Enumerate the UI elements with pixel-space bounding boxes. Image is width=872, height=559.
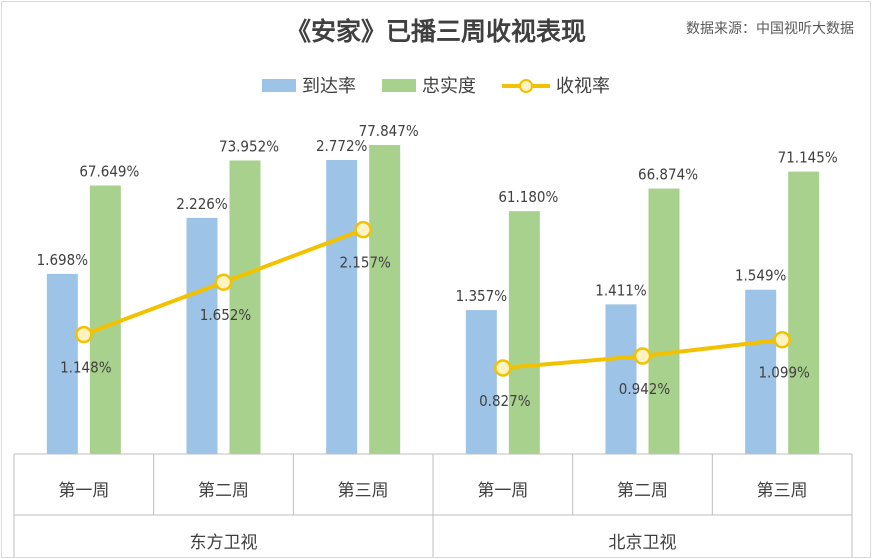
x-group-label: 东方卫视	[190, 533, 258, 553]
legend: 到达率 忠实度 收视率	[0, 72, 872, 98]
legend-label-reach: 到达率	[302, 76, 356, 97]
legend-swatch-rating	[502, 78, 550, 93]
data-label-reach: 1.357%	[456, 287, 508, 305]
bar-reach	[465, 310, 497, 454]
data-label-rating: 2.157%	[339, 254, 391, 272]
data-label-rating: 1.099%	[758, 364, 810, 382]
data-label-loyalty: 77.847%	[359, 122, 419, 140]
x-tick-label: 第二周	[617, 481, 668, 501]
data-label-loyalty: 67.649%	[79, 162, 139, 180]
x-tick-label: 第三周	[757, 481, 808, 501]
x-tick-label: 第三周	[338, 481, 389, 501]
legend-label-loyalty: 忠实度	[422, 76, 476, 97]
chart-title: 《安家》已播三周收视表现	[285, 17, 586, 46]
data-label-loyalty: 66.874%	[638, 166, 698, 184]
bar-reach	[46, 273, 78, 454]
bar-loyalty	[788, 171, 820, 454]
data-source-note: 数据来源：中国视听大数据	[686, 21, 854, 37]
rating-point	[75, 325, 93, 344]
legend-swatch-loyalty	[382, 78, 416, 92]
data-label-reach: 1.549%	[735, 267, 787, 285]
x-group-label: 北京卫视	[609, 533, 677, 553]
data-label-reach: 1.411%	[595, 281, 647, 299]
data-label-reach: 1.698%	[37, 251, 89, 269]
rating-point	[773, 330, 791, 349]
legend-item-rating: 收视率	[502, 72, 610, 98]
rating-point	[354, 220, 372, 239]
data-label-rating: 0.942%	[619, 380, 671, 398]
legend-swatch-reach	[262, 78, 296, 92]
data-label-rating: 1.652%	[200, 306, 252, 324]
bar-loyalty	[648, 188, 680, 454]
rating-point	[494, 359, 512, 377]
data-label-loyalty: 73.952%	[219, 137, 279, 155]
bar-reach	[745, 289, 777, 454]
bar-loyalty	[369, 145, 401, 454]
data-label-loyalty: 61.180%	[498, 188, 558, 206]
x-tick-label: 第二周	[198, 481, 249, 501]
rating-point	[214, 273, 233, 291]
legend-item-reach: 到达率	[262, 72, 356, 98]
legend-item-loyalty: 忠实度	[382, 72, 476, 98]
data-label-reach: 2.226%	[176, 195, 228, 213]
data-label-rating: 1.148%	[60, 359, 112, 377]
x-tick-label: 第一周	[58, 481, 109, 501]
bar-reach	[326, 160, 358, 454]
x-tick-label: 第一周	[477, 481, 528, 501]
bar-loyalty	[508, 211, 540, 454]
bar-loyalty	[229, 160, 261, 455]
data-label-reach: 2.772%	[316, 137, 368, 155]
bar-reach	[605, 304, 637, 454]
data-label-rating: 0.827%	[479, 392, 531, 410]
legend-label-rating: 收视率	[556, 76, 610, 97]
data-label-loyalty: 71.145%	[778, 149, 838, 167]
bar-reach	[186, 217, 218, 454]
bar-loyalty	[89, 185, 121, 454]
rating-point	[633, 347, 652, 365]
